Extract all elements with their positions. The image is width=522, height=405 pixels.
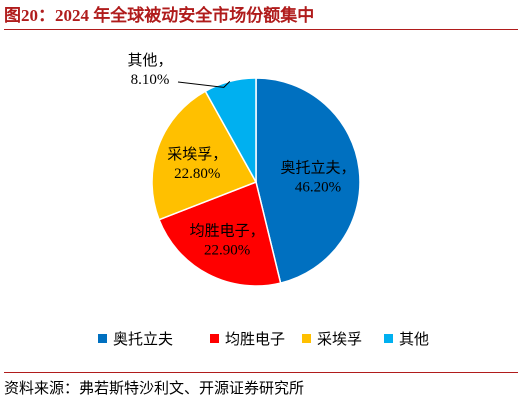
data-label-value: 8.10% [131, 72, 170, 88]
legend-label: 采埃孚 [317, 331, 362, 348]
figure-title: 图20：2024 年全球被动安全市场份额集中 [4, 6, 315, 25]
data-label-name: 其他， [127, 52, 172, 69]
legend-swatch [302, 334, 311, 343]
pie-slice-3 [151, 90, 258, 221]
source-rule [4, 372, 518, 373]
pie-slices [151, 77, 361, 287]
data-label-value: 46.20% [295, 180, 341, 196]
slice-labels: 奥托立夫， 46.20% 均胜电子， 22.90% 采埃孚， 22.80% 其他， 8.10% [127, 52, 355, 258]
legend-swatch [98, 334, 107, 343]
legend-label: 均胜电子 [225, 331, 285, 348]
data-label-name: 奥托立夫， [280, 160, 355, 177]
legend-label: 奥托立夫 [113, 331, 173, 348]
legend-swatch [210, 334, 219, 343]
legend-label: 其他 [399, 331, 429, 348]
pie-slice-1 [255, 77, 361, 284]
figure-source: 资料来源：弗若斯特沙利文、开源证券研究所 [4, 381, 305, 397]
leader-line [177, 80, 231, 88]
data-label-value: 22.80% [174, 166, 220, 182]
pie-chart: 奥托立夫， 46.20% 均胜电子， 22.90% 采埃孚， 22.80% 其他， 8.10%… [98, 52, 429, 348]
legend-swatch [384, 334, 393, 343]
data-label-value: 22.90% [204, 242, 250, 258]
data-label-name: 采埃孚， [167, 146, 227, 163]
data-label-name: 均胜电子， [190, 222, 265, 239]
chart-legend: 奥托立夫 均胜电子 采埃孚 其他 [98, 331, 429, 348]
title-rule [4, 29, 518, 30]
